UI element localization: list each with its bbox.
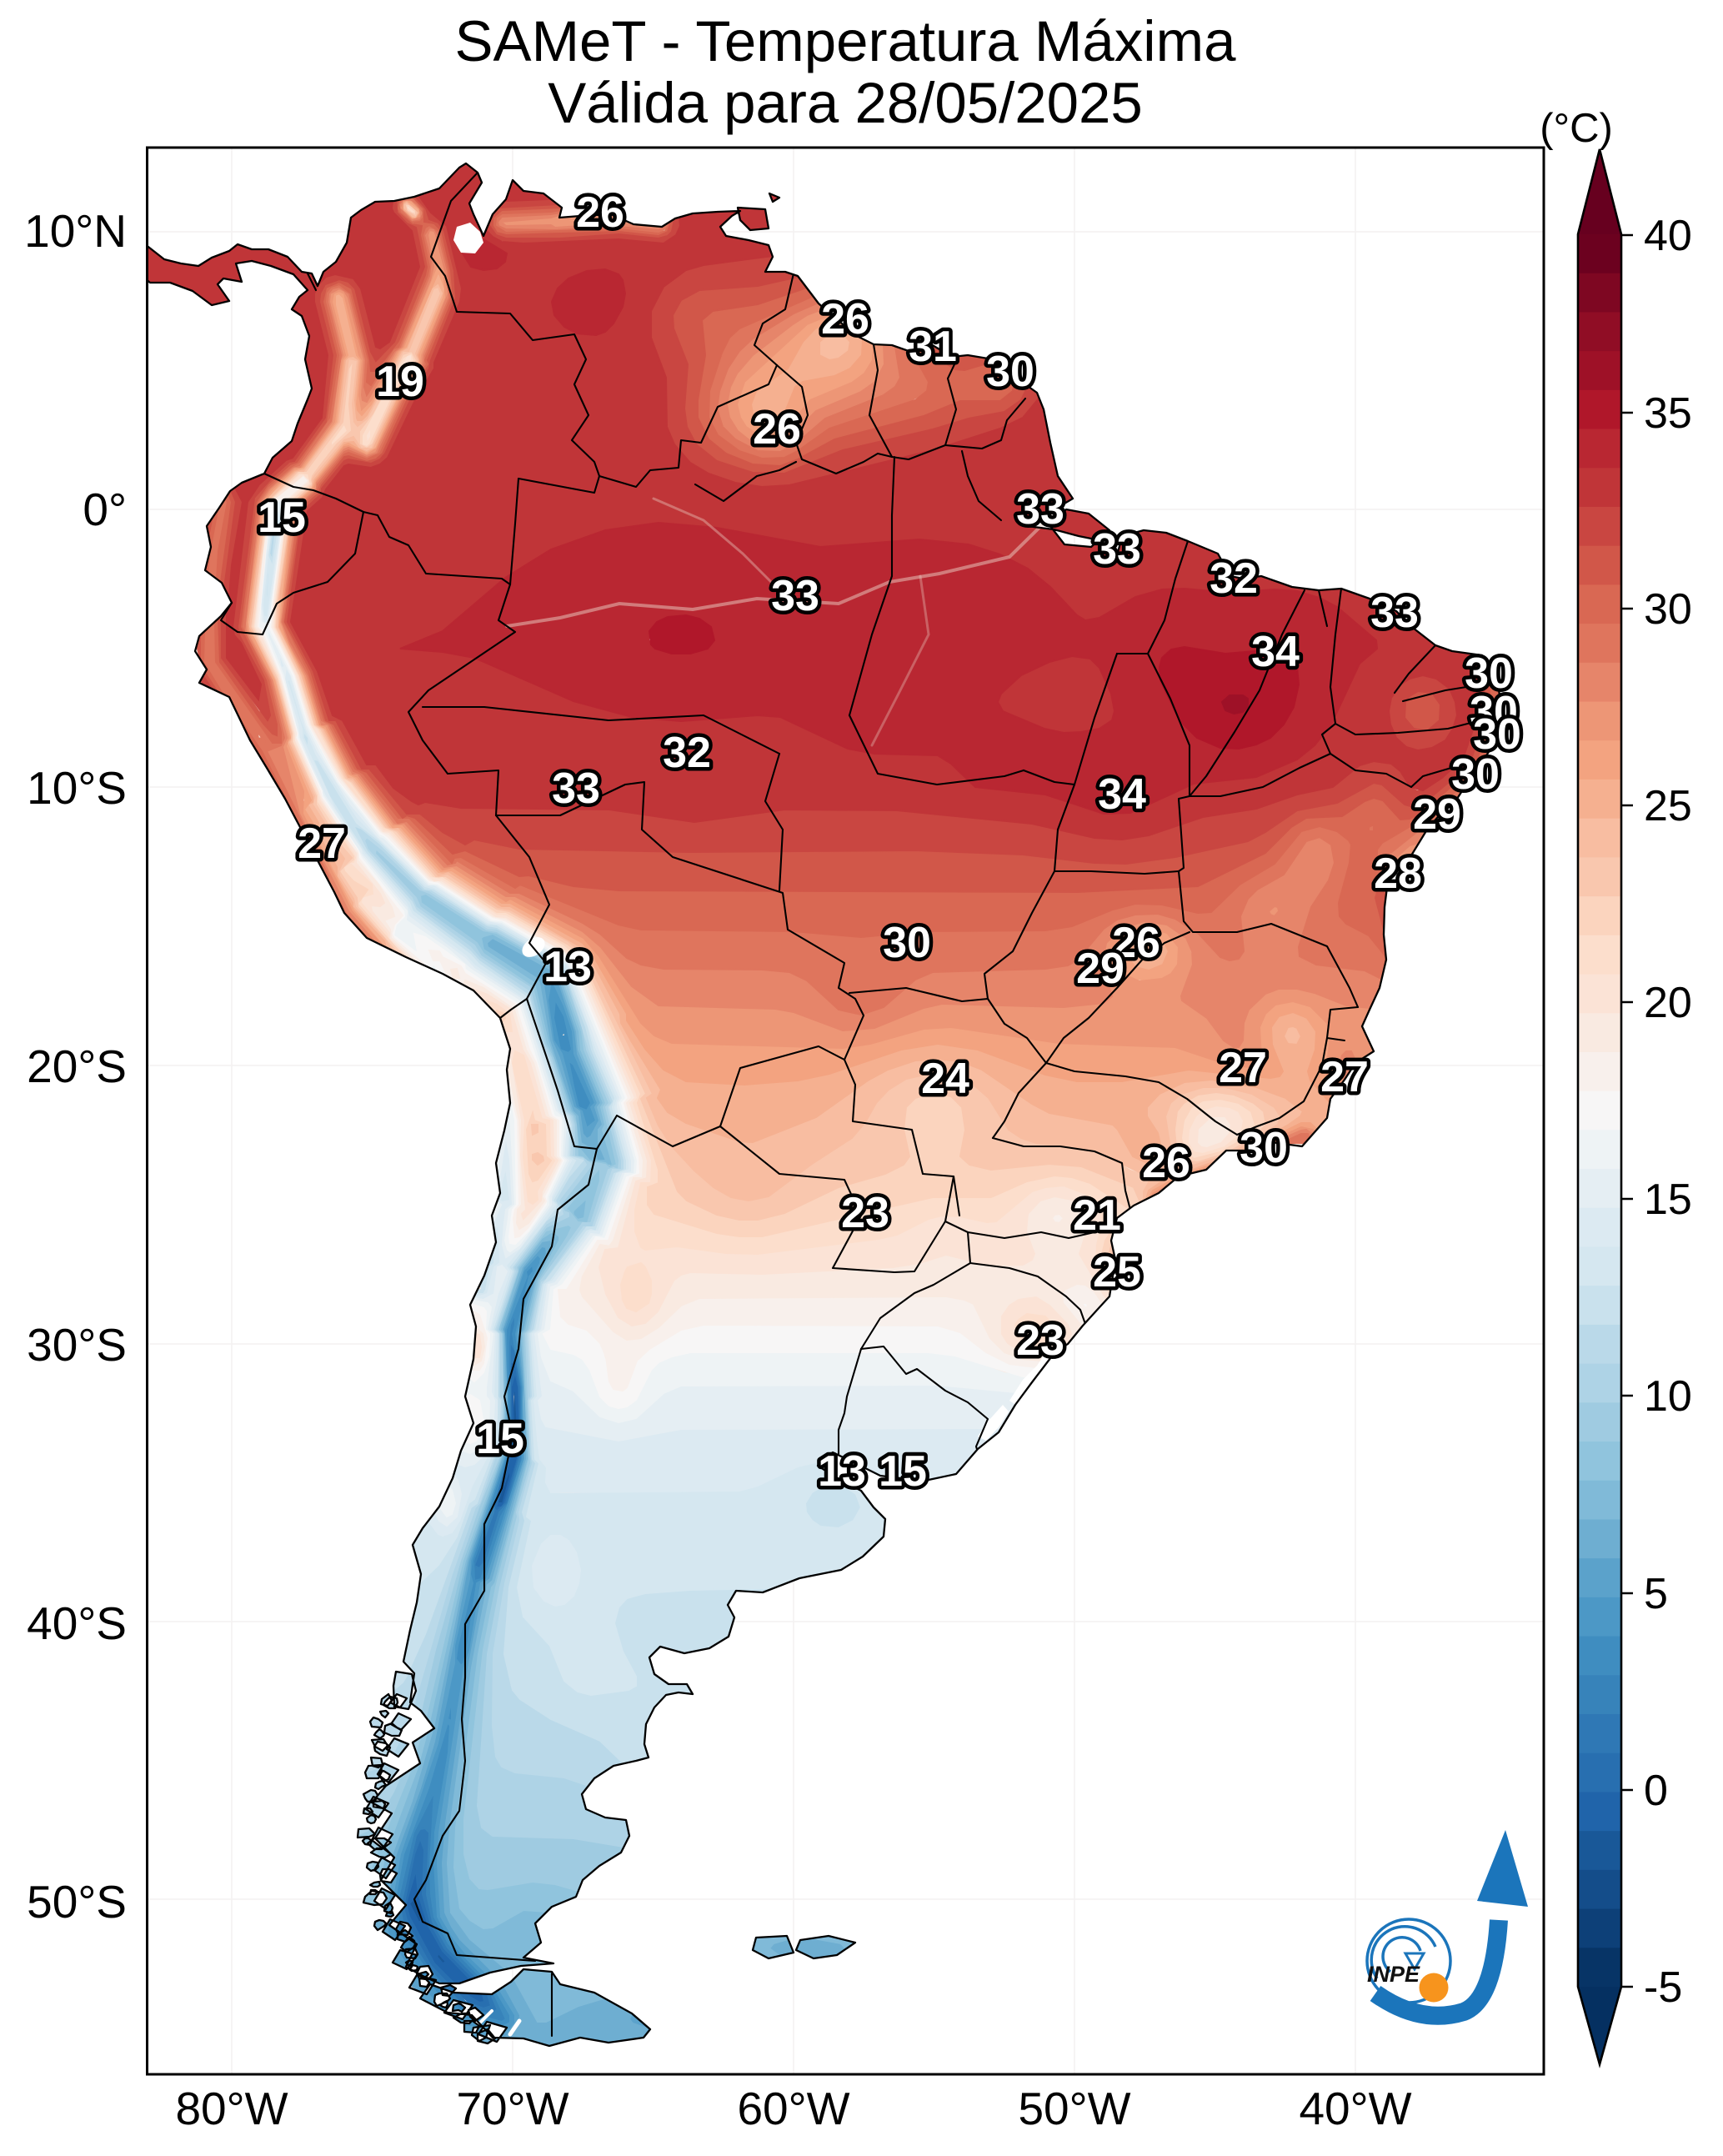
svg-text:30: 30 (1644, 585, 1692, 634)
svg-text:35: 35 (1644, 389, 1692, 438)
svg-text:15: 15 (1644, 1176, 1692, 1224)
svg-text:32: 32 (663, 729, 711, 777)
svg-text:50°S: 50°S (27, 1876, 127, 1928)
svg-text:26: 26 (821, 295, 869, 343)
svg-text:21: 21 (1073, 1191, 1121, 1240)
svg-text:34: 34 (1098, 770, 1146, 819)
svg-text:13: 13 (818, 1447, 866, 1496)
svg-text:60°W: 60°W (737, 2083, 849, 2134)
svg-text:32: 32 (1210, 554, 1258, 603)
svg-text:Válida para 28/05/2025: Válida para 28/05/2025 (548, 71, 1143, 135)
svg-text:30: 30 (1473, 710, 1521, 759)
svg-text:33: 33 (771, 572, 819, 620)
svg-text:5: 5 (1644, 1570, 1668, 1618)
svg-text:19: 19 (376, 358, 424, 406)
svg-text:30: 30 (1470, 688, 1518, 736)
svg-text:40: 40 (1644, 212, 1692, 260)
svg-text:0: 0 (1644, 1767, 1668, 1815)
svg-text:29: 29 (1076, 945, 1124, 993)
svg-text:-5: -5 (1644, 1963, 1682, 2012)
svg-text:40°W: 40°W (1299, 2083, 1411, 2134)
svg-text:10°S: 10°S (27, 762, 127, 814)
svg-text:10°N: 10°N (24, 205, 127, 257)
svg-text:30: 30 (883, 919, 931, 967)
svg-text:30°S: 30°S (27, 1319, 127, 1371)
svg-text:34: 34 (1251, 628, 1300, 676)
svg-text:33: 33 (552, 765, 600, 813)
svg-text:30: 30 (986, 348, 1034, 396)
svg-text:10: 10 (1644, 1372, 1692, 1421)
svg-text:27: 27 (1320, 1053, 1369, 1101)
svg-text:24: 24 (921, 1055, 969, 1103)
svg-text:26: 26 (1142, 1139, 1190, 1187)
svg-text:26: 26 (753, 405, 801, 454)
svg-text:29: 29 (1413, 790, 1461, 839)
svg-text:30: 30 (1465, 649, 1513, 698)
svg-text:INPE: INPE (1367, 1962, 1420, 1987)
svg-text:(°C): (°C) (1540, 106, 1613, 151)
svg-text:70°W: 70°W (456, 2083, 568, 2134)
svg-text:25: 25 (1644, 782, 1692, 830)
svg-text:33: 33 (1370, 589, 1419, 637)
svg-text:50°W: 50°W (1018, 2083, 1130, 2134)
svg-text:80°W: 80°W (175, 2083, 288, 2134)
svg-text:25: 25 (1093, 1248, 1141, 1296)
svg-text:0°: 0° (83, 484, 127, 535)
svg-text:20°S: 20°S (27, 1040, 127, 1092)
svg-text:23: 23 (1016, 1316, 1064, 1365)
svg-text:28: 28 (1374, 850, 1422, 898)
svg-text:27: 27 (1219, 1044, 1267, 1092)
svg-text:33: 33 (1093, 525, 1141, 574)
svg-text:30: 30 (1240, 1124, 1288, 1172)
svg-text:26: 26 (576, 188, 624, 237)
svg-text:26: 26 (1112, 919, 1160, 967)
svg-text:15: 15 (476, 1415, 524, 1463)
svg-text:27: 27 (298, 820, 346, 868)
svg-text:33: 33 (1016, 485, 1064, 534)
svg-text:SAMeT - Temperatura Máxima: SAMeT - Temperatura Máxima (455, 9, 1237, 73)
svg-text:20: 20 (1644, 979, 1692, 1027)
svg-text:15: 15 (258, 494, 306, 542)
svg-text:13: 13 (543, 943, 592, 991)
svg-text:15: 15 (879, 1447, 927, 1496)
svg-text:23: 23 (841, 1189, 889, 1237)
svg-text:30: 30 (1451, 750, 1500, 799)
svg-text:40°S: 40°S (27, 1597, 127, 1649)
svg-text:31: 31 (909, 323, 957, 371)
